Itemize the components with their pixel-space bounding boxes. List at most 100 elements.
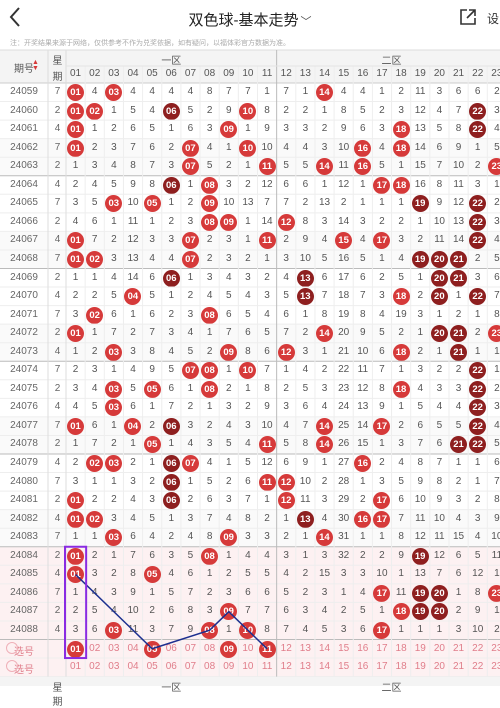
- selectable-number[interactable]: 09: [223, 661, 235, 673]
- selectable-number[interactable]: 08: [204, 661, 216, 673]
- selectable-number[interactable]: 15: [338, 661, 350, 673]
- omission-value: 3: [225, 178, 232, 190]
- omission-value: 8: [474, 586, 481, 598]
- omission-value: 6: [187, 568, 194, 580]
- footer-week-bottom: 期: [52, 696, 63, 708]
- omission-value: 4: [91, 586, 98, 598]
- omission-value: 17: [338, 271, 350, 283]
- omission-value: 2: [168, 531, 175, 543]
- selectable-number[interactable]: 17: [376, 642, 388, 654]
- omission-value: 4: [283, 419, 289, 431]
- page-title[interactable]: 双色球-基本走势 ﹀: [0, 9, 500, 30]
- selectable-number[interactable]: 13: [299, 661, 311, 673]
- omission-value: 3: [111, 512, 117, 524]
- settings-label[interactable]: 设: [487, 12, 500, 26]
- selectable-number[interactable]: 16: [357, 661, 369, 673]
- footer-zone1-label: 一区: [161, 682, 182, 694]
- selectable-number[interactable]: 06: [165, 661, 177, 673]
- selected-number-ball[interactable]: 11: [258, 640, 276, 658]
- selectable-number[interactable]: 14: [318, 661, 331, 673]
- omission-value: 4: [398, 252, 404, 264]
- winning-number-ball: 22: [469, 417, 487, 435]
- selectable-number[interactable]: 23: [491, 642, 500, 654]
- omission-value: 6: [149, 308, 155, 320]
- omission-value: 1: [168, 290, 175, 302]
- omission-value: 2: [340, 197, 347, 209]
- omission-value: 6: [130, 531, 136, 543]
- omission-value: 1: [149, 586, 155, 598]
- selectable-number[interactable]: 13: [299, 642, 311, 654]
- selectable-number[interactable]: 21: [453, 642, 465, 654]
- omission-value: 1: [111, 475, 117, 487]
- selectable-number[interactable]: 04: [127, 661, 139, 673]
- selectable-number[interactable]: 12: [280, 642, 292, 654]
- selectable-number[interactable]: 19: [414, 661, 426, 673]
- selectable-number[interactable]: 17: [376, 661, 388, 673]
- selectable-number[interactable]: 10: [242, 661, 254, 673]
- selectable-number[interactable]: 06: [165, 642, 177, 654]
- selectable-number[interactable]: 02: [89, 661, 101, 673]
- winning-number-ball: 03: [105, 380, 123, 398]
- omission-value: 4: [379, 308, 385, 320]
- omission-value: 3: [91, 364, 98, 376]
- selectable-number[interactable]: 21: [453, 661, 465, 673]
- chevron-left-icon[interactable]: [8, 6, 30, 30]
- weekday-value: 7: [54, 141, 61, 153]
- omission-value: 1: [206, 401, 213, 413]
- selectable-number[interactable]: 05: [146, 661, 158, 673]
- selectable-number[interactable]: 10: [242, 642, 254, 654]
- selected-number-ball[interactable]: 09: [220, 640, 238, 658]
- selectable-number[interactable]: 22: [472, 661, 484, 673]
- weekday-value: 4: [54, 123, 61, 135]
- select-radio-icon[interactable]: [6, 660, 18, 673]
- issue-number: 24082: [10, 512, 38, 524]
- selectable-number[interactable]: 19: [414, 642, 426, 654]
- selectable-number[interactable]: 04: [127, 642, 139, 654]
- selectable-number[interactable]: 03: [108, 661, 120, 673]
- winning-number-ball: 11: [258, 436, 276, 454]
- selectable-number[interactable]: 08: [204, 642, 216, 654]
- selectable-number[interactable]: 18: [395, 661, 407, 673]
- selectable-number[interactable]: 15: [338, 642, 350, 654]
- omission-value: 2: [206, 419, 213, 431]
- selectable-number[interactable]: 16: [357, 642, 369, 654]
- selectable-number[interactable]: 07: [184, 661, 197, 673]
- omission-value: 2: [398, 86, 404, 97]
- select-radio-icon[interactable]: [6, 641, 18, 654]
- omission-value: 4: [436, 401, 443, 413]
- omission-value: 6: [302, 178, 309, 190]
- selectable-number[interactable]: 18: [395, 642, 407, 654]
- selectable-number[interactable]: 14: [318, 642, 331, 654]
- omission-value: 10: [223, 197, 235, 209]
- winning-number-ball: 13: [296, 510, 314, 528]
- selected-number-ball[interactable]: 01: [67, 640, 84, 658]
- header-bg: [0, 50, 500, 83]
- selectable-number[interactable]: 12: [280, 661, 292, 673]
- omission-value: 12: [414, 531, 426, 543]
- sort-icon[interactable]: ▲ ▼: [32, 59, 39, 72]
- selectable-number[interactable]: 20: [433, 661, 445, 673]
- omission-value: 1: [436, 345, 443, 357]
- selectable-number[interactable]: 20: [433, 642, 445, 654]
- selectable-number[interactable]: 02: [89, 642, 101, 654]
- selected-number-ball[interactable]: 05: [143, 640, 161, 658]
- omission-value: 1: [417, 271, 424, 283]
- omission-value: 9: [494, 512, 500, 524]
- omission-value: 13: [414, 568, 426, 580]
- omission-value: 2: [245, 252, 251, 264]
- omission-value: 12: [127, 234, 139, 246]
- selectable-number[interactable]: 11: [261, 661, 273, 673]
- omission-value: 3: [225, 252, 232, 264]
- selectable-number[interactable]: 01: [70, 661, 82, 673]
- omission-value: 9: [436, 494, 443, 506]
- selectable-number[interactable]: 03: [108, 642, 120, 654]
- share-icon[interactable]: [459, 8, 477, 26]
- selectable-number[interactable]: 22: [472, 642, 484, 654]
- select-row-label: 选号: [14, 646, 34, 658]
- winning-number-ball: 21: [450, 250, 467, 268]
- omission-value: 3: [398, 234, 404, 246]
- selectable-number[interactable]: 07: [184, 642, 197, 654]
- winning-number-ball: 12: [277, 343, 295, 361]
- winning-number-ball: 03: [105, 529, 123, 547]
- selectable-number[interactable]: 23: [491, 661, 500, 673]
